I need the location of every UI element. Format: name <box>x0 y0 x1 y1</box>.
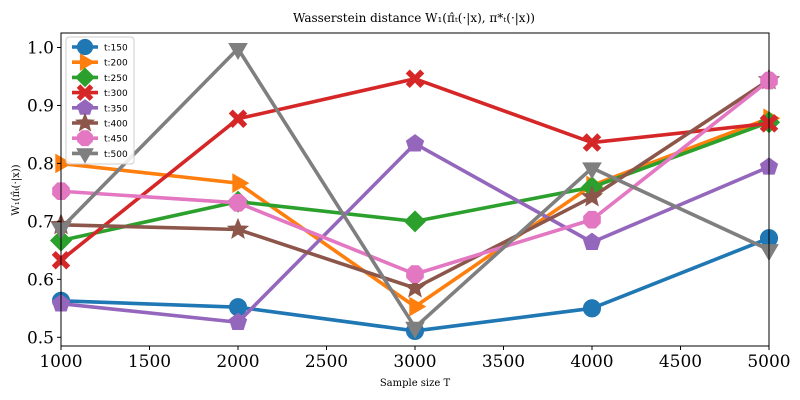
x-tick-label: 4000 <box>570 352 613 372</box>
legend: t:150 t:200 t:250 t:300 t:350 t:400 t:450 t:500 <box>65 36 135 165</box>
data-point <box>232 173 250 193</box>
data-point <box>228 109 248 129</box>
data-point <box>229 194 247 212</box>
series-layer <box>49 42 781 340</box>
legend-items: t:150 t:200 t:250 t:300 t:350 t:400 t:450 t:500 <box>72 38 128 164</box>
data-point <box>582 162 602 180</box>
x-tick-label: 1000 <box>39 352 82 372</box>
x-tick-label: 2500 <box>305 352 348 372</box>
data-point <box>406 265 424 283</box>
legend-item: t:500 <box>72 148 128 164</box>
legend-item: t:250 <box>72 67 128 88</box>
legend-item: t:300 <box>72 84 128 101</box>
data-point <box>580 185 604 207</box>
legend-item: t:450 <box>72 130 128 147</box>
legend-frame <box>65 36 135 165</box>
legend-marker <box>75 67 95 88</box>
data-point <box>405 321 425 339</box>
plot-area <box>49 42 781 340</box>
data-point <box>403 276 427 298</box>
x-axis-ticks: 1000 1500 2000 2500 3000 3500 4000 4500 5000 <box>39 346 791 372</box>
legend-label: t:400 <box>104 120 128 130</box>
legend-marker <box>79 53 96 72</box>
legend-label: t:250 <box>104 74 128 84</box>
x-tick-label: 4500 <box>659 352 702 372</box>
data-point <box>228 42 248 61</box>
legend-item: t:400 <box>72 112 128 132</box>
data-point <box>582 232 602 251</box>
legend-label: t:500 <box>104 150 128 160</box>
x-axis-label: Sample size T <box>380 378 451 389</box>
x-tick-label: 3500 <box>482 352 525 372</box>
data-point <box>55 153 73 174</box>
y-tick-label: 0.5 <box>27 328 54 348</box>
data-point <box>403 210 427 233</box>
data-point <box>228 312 248 331</box>
series-t-500 <box>51 42 779 339</box>
legend-label: t:150 <box>104 44 128 54</box>
y-tick-label: 0.6 <box>27 270 54 290</box>
y-tick-label: 1.0 <box>27 38 54 58</box>
y-tick-label: 0.8 <box>27 154 54 174</box>
data-point <box>582 299 602 318</box>
data-point <box>582 133 602 152</box>
x-tick-label: 1500 <box>128 352 171 372</box>
legend-label: t:300 <box>104 89 128 99</box>
legend-marker <box>76 148 94 164</box>
y-axis-label: W₁(π̂ₜ(·|x)) <box>11 164 22 215</box>
x-tick-label: 3000 <box>393 352 436 372</box>
y-tick-label: 0.9 <box>27 96 54 116</box>
y-axis-ticks: 0.5 0.6 0.7 0.8 0.9 1.0 <box>27 38 61 348</box>
legend-marker <box>77 130 93 147</box>
data-point <box>405 134 425 152</box>
legend-marker <box>76 38 94 56</box>
legend-marker <box>74 112 96 132</box>
legend-item: t:150 <box>72 38 128 56</box>
x-tick-label: 2000 <box>216 352 259 372</box>
legend-label: t:350 <box>104 104 128 114</box>
x-tick-label: 5000 <box>747 352 790 372</box>
data-point <box>226 217 250 239</box>
legend-label: t:200 <box>104 59 128 69</box>
legend-marker <box>76 84 94 101</box>
data-point <box>409 296 427 317</box>
data-point <box>583 210 601 229</box>
chart-title: Wasserstein distance W₁(π̂ₜ(·|x), π*ₜ(·|… <box>293 11 535 25</box>
data-point <box>405 69 425 89</box>
legend-item: t:200 <box>72 53 128 72</box>
axes-layer: 1000 1500 2000 2500 3000 3500 4000 4500 5000 0.5… <box>27 32 791 372</box>
y-tick-label: 0.7 <box>27 212 54 232</box>
legend-label: t:450 <box>104 135 128 145</box>
